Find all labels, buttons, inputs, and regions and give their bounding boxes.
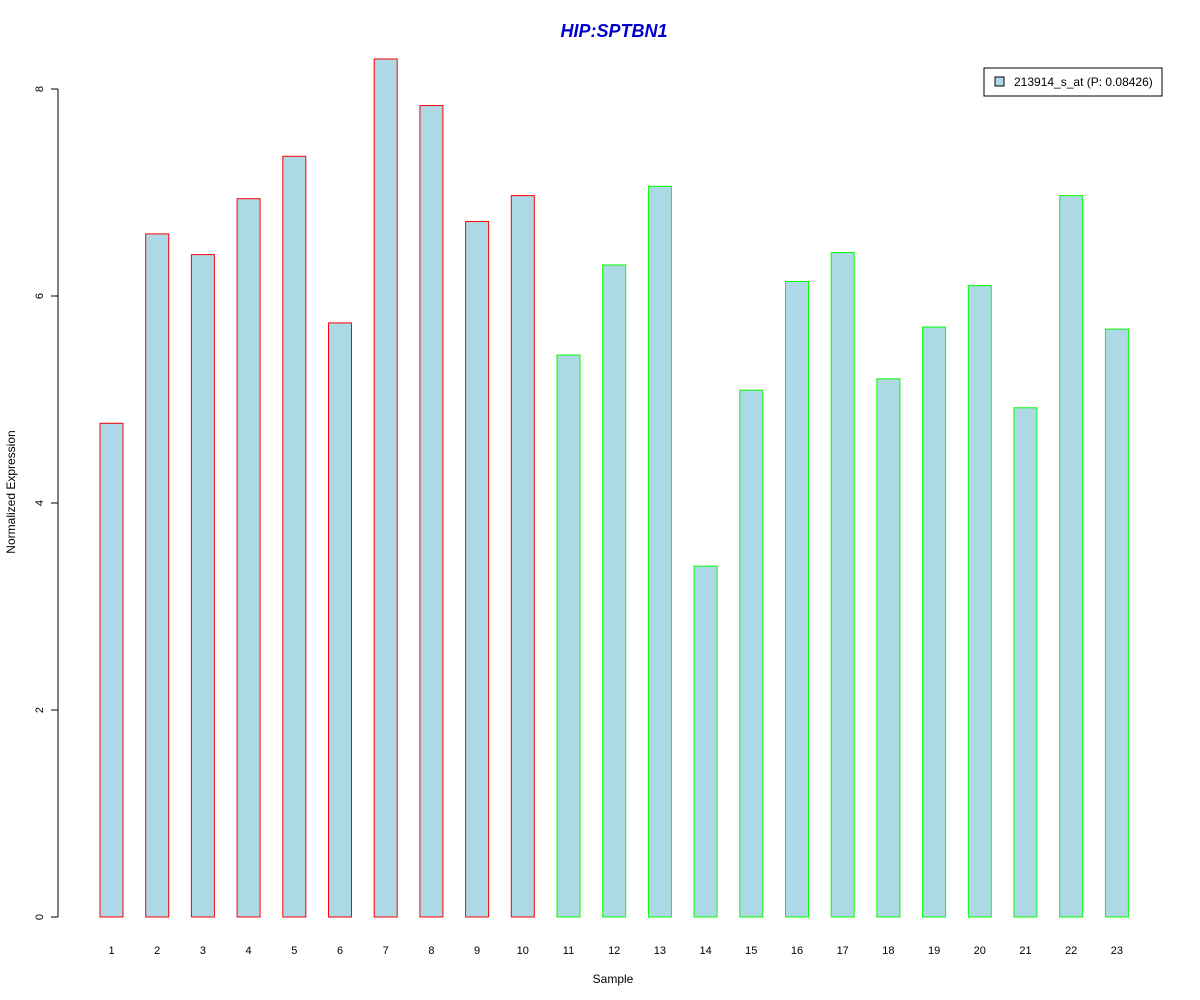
x-tick-label: 2	[154, 945, 160, 957]
y-tick-label: 0	[34, 914, 46, 920]
y-axis-label: Normalized Expression	[4, 430, 18, 553]
bar-sample-2	[145, 233, 170, 918]
x-tick-label: 1	[108, 945, 114, 957]
x-tick-label: 4	[246, 945, 252, 957]
bar-sample-12	[602, 264, 627, 918]
y-tick-label: 4	[34, 500, 46, 506]
bar-sample-11	[556, 354, 581, 918]
legend: 213914_s_at (P: 0.08426)	[983, 67, 1163, 97]
x-tick-label: 11	[563, 945, 574, 957]
x-tick-label: 23	[1111, 945, 1123, 957]
y-axis: 0 2 4 6 8	[34, 86, 59, 920]
bar-sample-19	[922, 326, 947, 918]
x-tick-label: 3	[200, 945, 206, 957]
bar-sample-14	[693, 565, 718, 918]
bar-sample-6	[328, 322, 352, 918]
bars	[99, 58, 1129, 918]
y-tick-label: 2	[34, 707, 46, 713]
bar-sample-9	[465, 220, 490, 918]
bar-sample-10	[510, 195, 535, 918]
x-tick-label: 20	[974, 945, 986, 957]
legend-swatch	[994, 76, 1005, 87]
x-tick-label: 15	[745, 945, 757, 957]
bar-sample-22	[1059, 195, 1084, 918]
bar-sample-7	[373, 58, 398, 918]
bar-sample-23	[1104, 328, 1129, 918]
bar-sample-1	[99, 422, 124, 918]
bar-sample-20	[967, 285, 992, 918]
legend-label: 213914_s_at (P: 0.08426)	[1014, 75, 1153, 89]
x-tick-label: 18	[882, 945, 894, 957]
x-tick-label: 6	[337, 945, 343, 957]
x-tick-label: 21	[1019, 945, 1031, 957]
bar-sample-13	[647, 185, 672, 918]
bar-sample-3	[190, 254, 215, 918]
x-tick-label: 7	[383, 945, 389, 957]
x-tick-label: 16	[791, 945, 803, 957]
bar-sample-16	[785, 281, 809, 918]
x-tick-label: 17	[837, 945, 849, 957]
x-tick-label: 14	[699, 945, 711, 957]
x-tick-label: 5	[291, 945, 297, 957]
bar-sample-17	[830, 252, 855, 918]
x-tick-label: 9	[474, 945, 480, 957]
bar-sample-18	[876, 378, 901, 918]
y-tick-label: 6	[34, 293, 46, 299]
x-axis-label: Sample	[593, 972, 634, 986]
bar-sample-5	[282, 155, 307, 918]
x-tick-labels: 1 2 3 4 5 6 7 8 9 10 11 12 13 14 15 16 17 18 19 20 21 22 23	[108, 945, 1123, 957]
legend-box	[983, 67, 1163, 97]
y-tick-label: 8	[34, 86, 46, 92]
bar-sample-21	[1013, 407, 1038, 918]
chart-title: HIP:SPTBN1	[560, 21, 667, 41]
x-tick-label: 8	[428, 945, 434, 957]
bar-sample-15	[739, 389, 764, 918]
x-tick-label: 13	[654, 945, 666, 957]
bar-sample-8	[419, 105, 444, 918]
x-tick-label: 12	[608, 945, 620, 957]
x-tick-label: 22	[1065, 945, 1077, 957]
x-tick-label: 10	[517, 945, 529, 957]
bar-sample-4	[236, 198, 261, 918]
x-tick-label: 19	[928, 945, 940, 957]
